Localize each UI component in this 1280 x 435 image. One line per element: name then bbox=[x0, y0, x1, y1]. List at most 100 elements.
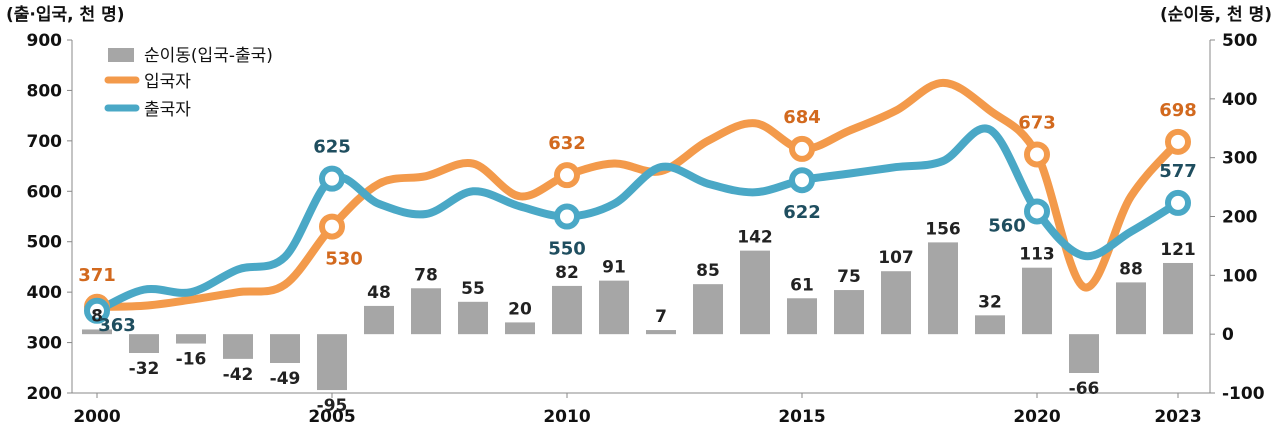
net-migration-bar bbox=[129, 334, 159, 353]
arrivals-label: 632 bbox=[548, 133, 586, 154]
arrivals-label: 530 bbox=[325, 249, 363, 270]
net-migration-bar-label: 55 bbox=[461, 279, 485, 299]
x-tick-label: 2023 bbox=[1154, 407, 1201, 427]
departures-label: 560 bbox=[988, 215, 1026, 236]
net-migration-bar-label: 48 bbox=[367, 283, 391, 303]
legend-arrivals-label: 입국자 bbox=[144, 72, 191, 92]
net-migration-bar-label: -66 bbox=[1069, 379, 1100, 399]
net-migration-bar-label: 142 bbox=[737, 228, 773, 248]
axes: 900 800 700 600 500 400 300 200 500 400 300 200 100 0… bbox=[27, 31, 1265, 427]
net-migration-bar bbox=[693, 284, 723, 335]
net-migration-bar-label: 82 bbox=[555, 263, 579, 283]
net-migration-bar bbox=[1163, 262, 1193, 335]
net-migration-bar bbox=[740, 250, 770, 335]
net-migration-bar bbox=[411, 288, 441, 335]
right-tick-label: -100 bbox=[1222, 384, 1265, 404]
departures-label: 577 bbox=[1159, 161, 1197, 182]
net-migration-bar-label: 78 bbox=[414, 265, 438, 285]
net-migration-bar-label: 61 bbox=[790, 275, 814, 295]
net-migration-bar bbox=[270, 334, 300, 363]
left-tick-label: 700 bbox=[27, 132, 63, 152]
arrivals-label: 684 bbox=[783, 107, 821, 128]
net-migration-bar bbox=[458, 301, 488, 335]
departures-line bbox=[93, 124, 1182, 315]
legend-departures-label: 출국자 bbox=[144, 100, 191, 120]
net-migration-bar-label: 107 bbox=[878, 248, 914, 268]
left-tick-label: 300 bbox=[27, 334, 63, 354]
net-migration-bar-label: 32 bbox=[978, 292, 1002, 312]
arrivals-marker bbox=[1024, 141, 1050, 168]
net-migration-bar bbox=[1116, 282, 1146, 335]
net-migration-bar-label: 156 bbox=[925, 219, 961, 239]
left-tick-label: 400 bbox=[27, 283, 63, 303]
labels: 8 -32 -16 -42 -49 -95 48 78 55 20 82 91 7 85 142 61 75 10… bbox=[78, 100, 1197, 416]
x-tick-label: 2005 bbox=[308, 407, 355, 427]
departures-marker bbox=[1165, 189, 1191, 216]
arrivals-marker bbox=[319, 213, 345, 240]
net-migration-bar-label: -49 bbox=[270, 369, 301, 389]
arrivals-label: 371 bbox=[78, 265, 116, 286]
net-migration-bar-label: 75 bbox=[837, 267, 861, 287]
left-tick-label: 900 bbox=[27, 31, 63, 51]
net-migration-bar bbox=[1069, 334, 1099, 373]
net-migration-bar bbox=[505, 322, 535, 335]
net-migration-bar-label: 113 bbox=[1019, 245, 1055, 265]
departures-label: 625 bbox=[313, 137, 351, 158]
right-axis-title: (순이동, 천 명) bbox=[1160, 5, 1272, 25]
x-tick-label: 2010 bbox=[543, 407, 590, 427]
net-migration-bar-label: 91 bbox=[602, 258, 626, 278]
left-tick-label: 200 bbox=[27, 384, 63, 404]
departures-marker bbox=[84, 297, 110, 324]
departures-marker bbox=[1024, 198, 1050, 225]
net-migration-bar-label: 8 bbox=[91, 306, 103, 326]
net-migration-bar-label: -16 bbox=[176, 350, 207, 370]
net-migration-bar bbox=[1022, 267, 1052, 335]
left-tick-label: 500 bbox=[27, 233, 63, 253]
net-migration-bar bbox=[317, 334, 347, 391]
right-tick-label: 400 bbox=[1222, 90, 1258, 110]
net-migration-bar-label: -42 bbox=[223, 365, 254, 385]
net-migration-bar bbox=[928, 242, 958, 335]
net-migration-bar-label: 85 bbox=[696, 261, 720, 281]
net-migration-bar bbox=[176, 334, 206, 344]
left-axis-title: (출·입국, 천 명) bbox=[6, 5, 125, 25]
lines bbox=[84, 78, 1191, 324]
left-tick-label: 600 bbox=[27, 182, 63, 202]
net-migration-bar bbox=[975, 315, 1005, 335]
net-migration-bar bbox=[834, 290, 864, 335]
net-migration-bar bbox=[599, 280, 629, 335]
net-migration-bar-label: -95 bbox=[317, 396, 348, 416]
net-migration-bar-label: 121 bbox=[1160, 240, 1196, 260]
net-migration-bar bbox=[881, 271, 911, 335]
departures-marker bbox=[554, 203, 580, 230]
arrivals-label: 698 bbox=[1159, 100, 1197, 121]
arrivals-marker bbox=[789, 135, 815, 162]
net-migration-bar bbox=[223, 334, 253, 359]
x-tick-label: 2020 bbox=[1013, 407, 1060, 427]
net-migration-bar-label: -32 bbox=[129, 359, 160, 379]
x-tick-label: 2015 bbox=[778, 407, 825, 427]
departures-label: 550 bbox=[548, 239, 586, 260]
departures-marker bbox=[789, 167, 815, 194]
net-migration-bar-label: 20 bbox=[508, 299, 532, 319]
right-tick-label: 300 bbox=[1222, 149, 1258, 169]
left-tick-label: 800 bbox=[27, 81, 63, 101]
net-migration-bar bbox=[552, 285, 582, 335]
net-migration-bar-label: 7 bbox=[655, 307, 667, 327]
legend-bar-label: 순이동(입국-출국) bbox=[144, 46, 273, 66]
departures-label: 622 bbox=[783, 202, 821, 223]
right-tick-label: 100 bbox=[1222, 266, 1258, 286]
arrivals-line bbox=[93, 78, 1182, 311]
net-migration-bar bbox=[787, 298, 817, 335]
arrivals-marker bbox=[1165, 128, 1191, 155]
bars bbox=[82, 242, 1193, 391]
departures-marker bbox=[319, 165, 345, 192]
right-tick-label: 0 bbox=[1222, 325, 1234, 345]
legend-bar-swatch bbox=[108, 48, 134, 62]
x-tick-label: 2000 bbox=[73, 407, 120, 427]
right-tick-label: 200 bbox=[1222, 208, 1258, 228]
departures-label: 363 bbox=[98, 315, 136, 336]
net-migration-bar bbox=[646, 330, 676, 335]
